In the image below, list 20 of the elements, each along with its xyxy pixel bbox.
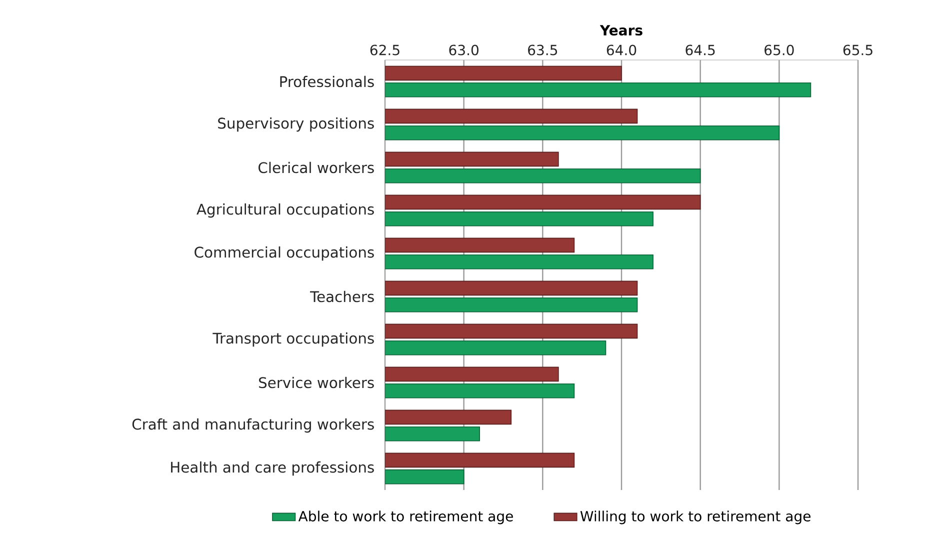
legend-label: Willing to work to retirement age: [580, 510, 810, 524]
y-tick-label: Teachers: [310, 290, 374, 302]
y-tick-label: Agricultural occupations: [196, 203, 374, 218]
x-tick-label: 64.0: [606, 44, 636, 56]
y-tick-label: Service workers: [259, 376, 374, 388]
y-tick-label: Transport occupations: [212, 332, 374, 347]
x-tick-label: 63.5: [528, 44, 558, 56]
y-tick-label: Health and care professions: [171, 461, 374, 476]
y-tick-label: Commercial occupations: [194, 246, 374, 261]
x-tick-label: 62.5: [370, 44, 400, 56]
y-tick-label: Clerical workers: [258, 162, 374, 174]
y-tick-label: Professionals: [280, 76, 374, 88]
legend-label: Able to work to retirement age: [298, 510, 513, 524]
x-tick-label: 65.5: [843, 44, 872, 56]
x-tick-label: 63.0: [449, 44, 478, 56]
y-tick-label: Craft and manufacturing workers: [132, 418, 374, 433]
x-tick-label: 64.5: [686, 44, 715, 56]
x-axis-title: Years: [600, 25, 642, 36]
y-tick-label: Supervisory positions: [218, 117, 374, 132]
x-tick-label: 65.0: [764, 44, 794, 56]
